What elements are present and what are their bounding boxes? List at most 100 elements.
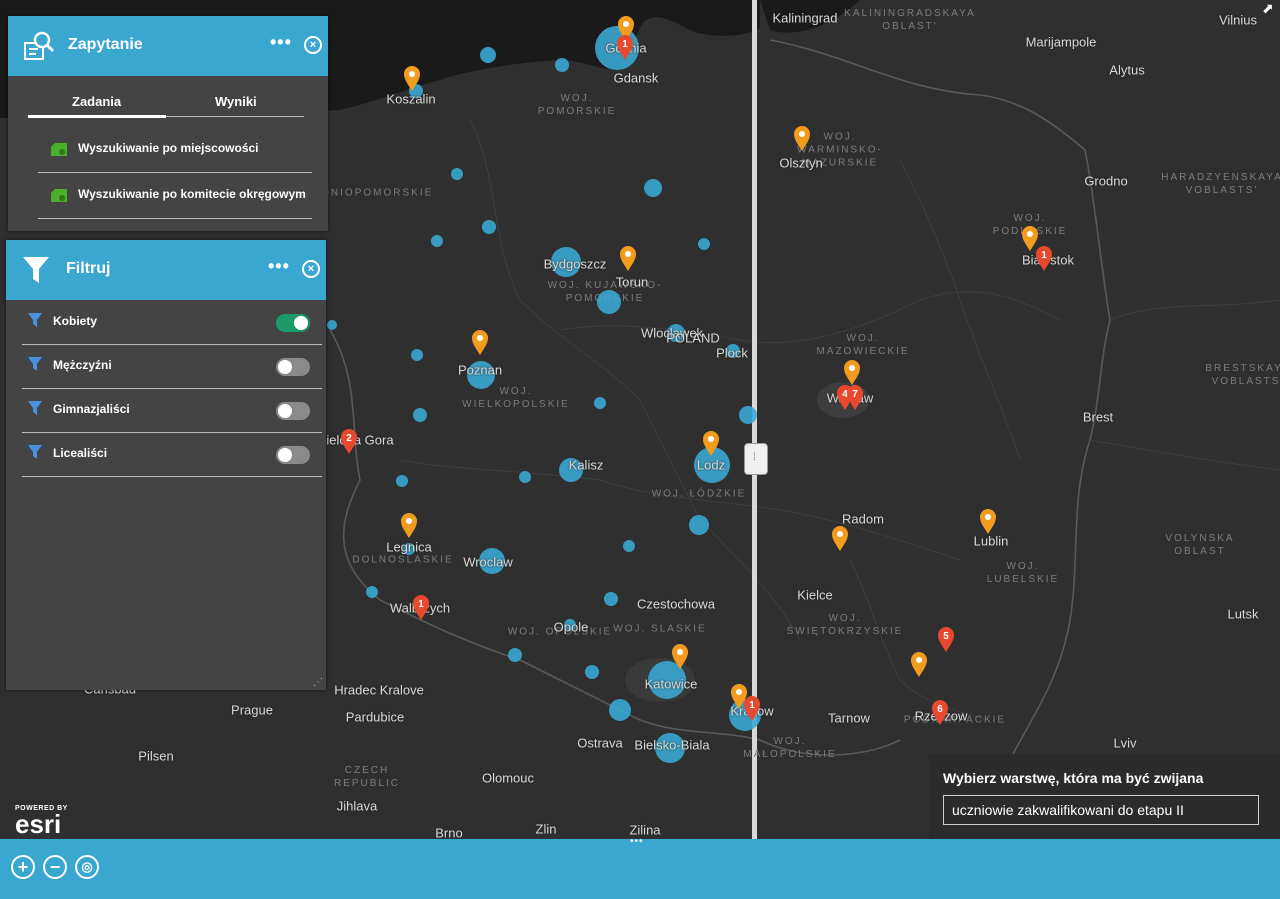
zoom-out-button[interactable]: −: [43, 855, 67, 879]
swipe-layer-select[interactable]: uczniowie zakwalifikowani do etapu II: [943, 795, 1259, 825]
task-item-committee[interactable]: Wyszukiwanie po komitecie okręgowym: [38, 172, 312, 219]
cluster-marker[interactable]: [698, 238, 710, 250]
orange-pin-icon[interactable]: [978, 507, 998, 535]
city-label: Olsztyn: [779, 155, 823, 171]
locate-button[interactable]: ◎: [75, 855, 99, 879]
city-label: Tarnow: [828, 710, 870, 726]
orange-pin-icon[interactable]: [618, 244, 638, 272]
filter-row: Kobiety: [22, 300, 322, 345]
cluster-marker[interactable]: [519, 471, 531, 483]
swipe-handle[interactable]: ⁞: [744, 443, 768, 475]
esri-logo: POWERED BY esri: [15, 805, 68, 839]
tab-wyniki[interactable]: Wyniki: [215, 94, 257, 109]
expand-icon[interactable]: ⬈: [1262, 0, 1274, 16]
orange-pin-icon[interactable]: [1020, 224, 1040, 252]
city-label: Jihlava: [336, 798, 378, 814]
red-pin-icon[interactable]: 1: [411, 593, 431, 621]
city-label: Zilina: [629, 822, 661, 838]
city-label: Wloclawek: [640, 325, 704, 341]
cluster-marker[interactable]: [689, 515, 709, 535]
red-pin-icon[interactable]: 2: [339, 427, 359, 455]
city-label: Gdansk: [613, 70, 659, 86]
red-pin-icon[interactable]: 6: [930, 698, 950, 726]
cluster-marker[interactable]: [551, 247, 581, 277]
cluster-marker[interactable]: [609, 699, 631, 721]
cluster-marker[interactable]: [559, 458, 583, 482]
close-icon[interactable]: ×: [302, 260, 320, 278]
cluster-marker[interactable]: [366, 586, 378, 598]
filter-panel: Filtruj ••• × Kobiety Mężczyźni Gimnazjali…: [6, 240, 326, 690]
orange-pin-icon[interactable]: [402, 64, 422, 92]
orange-pin-icon[interactable]: [399, 511, 419, 539]
filter-label: Mężczyźni: [53, 358, 112, 372]
cluster-marker[interactable]: [403, 543, 415, 555]
orange-pin-icon[interactable]: [842, 358, 862, 386]
orange-pin-icon[interactable]: [729, 682, 749, 710]
task-label: Wyszukiwanie po komitecie okręgowym: [78, 187, 306, 201]
query-panel-header: Zapytanie ••• ×: [8, 16, 328, 76]
filter-toggle[interactable]: [276, 402, 310, 420]
cluster-marker[interactable]: [327, 320, 337, 330]
more-dots-icon[interactable]: •••: [268, 256, 290, 276]
red-pin-icon[interactable]: 1: [1034, 244, 1054, 272]
filter-icon: [28, 313, 42, 327]
cluster-marker[interactable]: [594, 397, 606, 409]
cluster-marker[interactable]: [667, 324, 685, 342]
filter-icon: [23, 257, 49, 283]
filter-icon: [28, 401, 42, 415]
filter-row: Licealiści: [22, 432, 322, 477]
cluster-marker[interactable]: [555, 58, 569, 72]
cluster-marker[interactable]: [585, 665, 599, 679]
swipe-heading: Wybierz warstwę, która ma być zwijana: [943, 770, 1204, 786]
red-pin-icon[interactable]: 5: [936, 625, 956, 653]
city-label: Ostrava: [577, 735, 623, 751]
red-pin-icon[interactable]: 1: [742, 694, 762, 722]
cluster-marker[interactable]: [413, 408, 427, 422]
filter-toggle[interactable]: [276, 446, 310, 464]
filter-toggle[interactable]: [276, 358, 310, 376]
orange-pin-icon[interactable]: [830, 524, 850, 552]
cluster-marker[interactable]: [564, 619, 576, 631]
filter-toggle[interactable]: [276, 314, 310, 332]
cluster-marker[interactable]: [597, 290, 621, 314]
orange-pin-icon[interactable]: [701, 429, 721, 457]
task-label: Wyszukiwanie po miejscowości: [78, 141, 259, 155]
cluster-marker[interactable]: [479, 548, 505, 574]
search-document-icon: [24, 31, 55, 60]
cluster-marker[interactable]: [604, 592, 618, 606]
close-icon[interactable]: ×: [304, 36, 322, 54]
cluster-marker[interactable]: [451, 168, 463, 180]
cluster-marker[interactable]: [467, 361, 495, 389]
city-label: Radom: [842, 511, 884, 527]
cluster-marker[interactable]: [644, 179, 662, 197]
tab-zadania[interactable]: Zadania: [72, 94, 122, 109]
orange-pin-icon[interactable]: [792, 124, 812, 152]
more-dots-icon[interactable]: •••: [270, 32, 292, 52]
region-label: WOJ. ŚWIĘTOKRZYSKIE: [786, 613, 904, 637]
orange-pin-icon[interactable]: [470, 328, 490, 356]
city-label: Koszalin: [386, 91, 436, 107]
city-label: Vilnius: [1218, 12, 1258, 28]
orange-pin-icon[interactable]: [909, 650, 929, 678]
cluster-marker[interactable]: [411, 349, 423, 361]
zoom-in-button[interactable]: +: [11, 855, 35, 879]
orange-pin-icon[interactable]: [616, 14, 636, 42]
cluster-marker[interactable]: [739, 406, 757, 424]
filter-panel-header: Filtruj ••• ×: [6, 240, 326, 300]
cluster-marker[interactable]: [480, 47, 496, 63]
cluster-marker[interactable]: [726, 344, 740, 358]
city-label: Czestochowa: [636, 596, 716, 612]
cluster-marker[interactable]: [655, 733, 685, 763]
red-pin-icon[interactable]: 1: [615, 33, 635, 61]
red-pin-icon[interactable]: 7: [845, 383, 865, 411]
task-item-locality[interactable]: Wyszukiwanie po miejscowości: [38, 126, 312, 173]
cluster-marker[interactable]: [482, 220, 496, 234]
resize-handle-icon[interactable]: ⋰: [313, 677, 323, 688]
cluster-marker[interactable]: [623, 540, 635, 552]
cluster-marker[interactable]: [396, 475, 408, 487]
orange-pin-icon[interactable]: [670, 642, 690, 670]
cluster-marker[interactable]: [508, 648, 522, 662]
cluster-marker[interactable]: [431, 235, 443, 247]
svg-text:1: 1: [749, 700, 755, 711]
expand-bar-dots[interactable]: •••: [630, 836, 644, 847]
